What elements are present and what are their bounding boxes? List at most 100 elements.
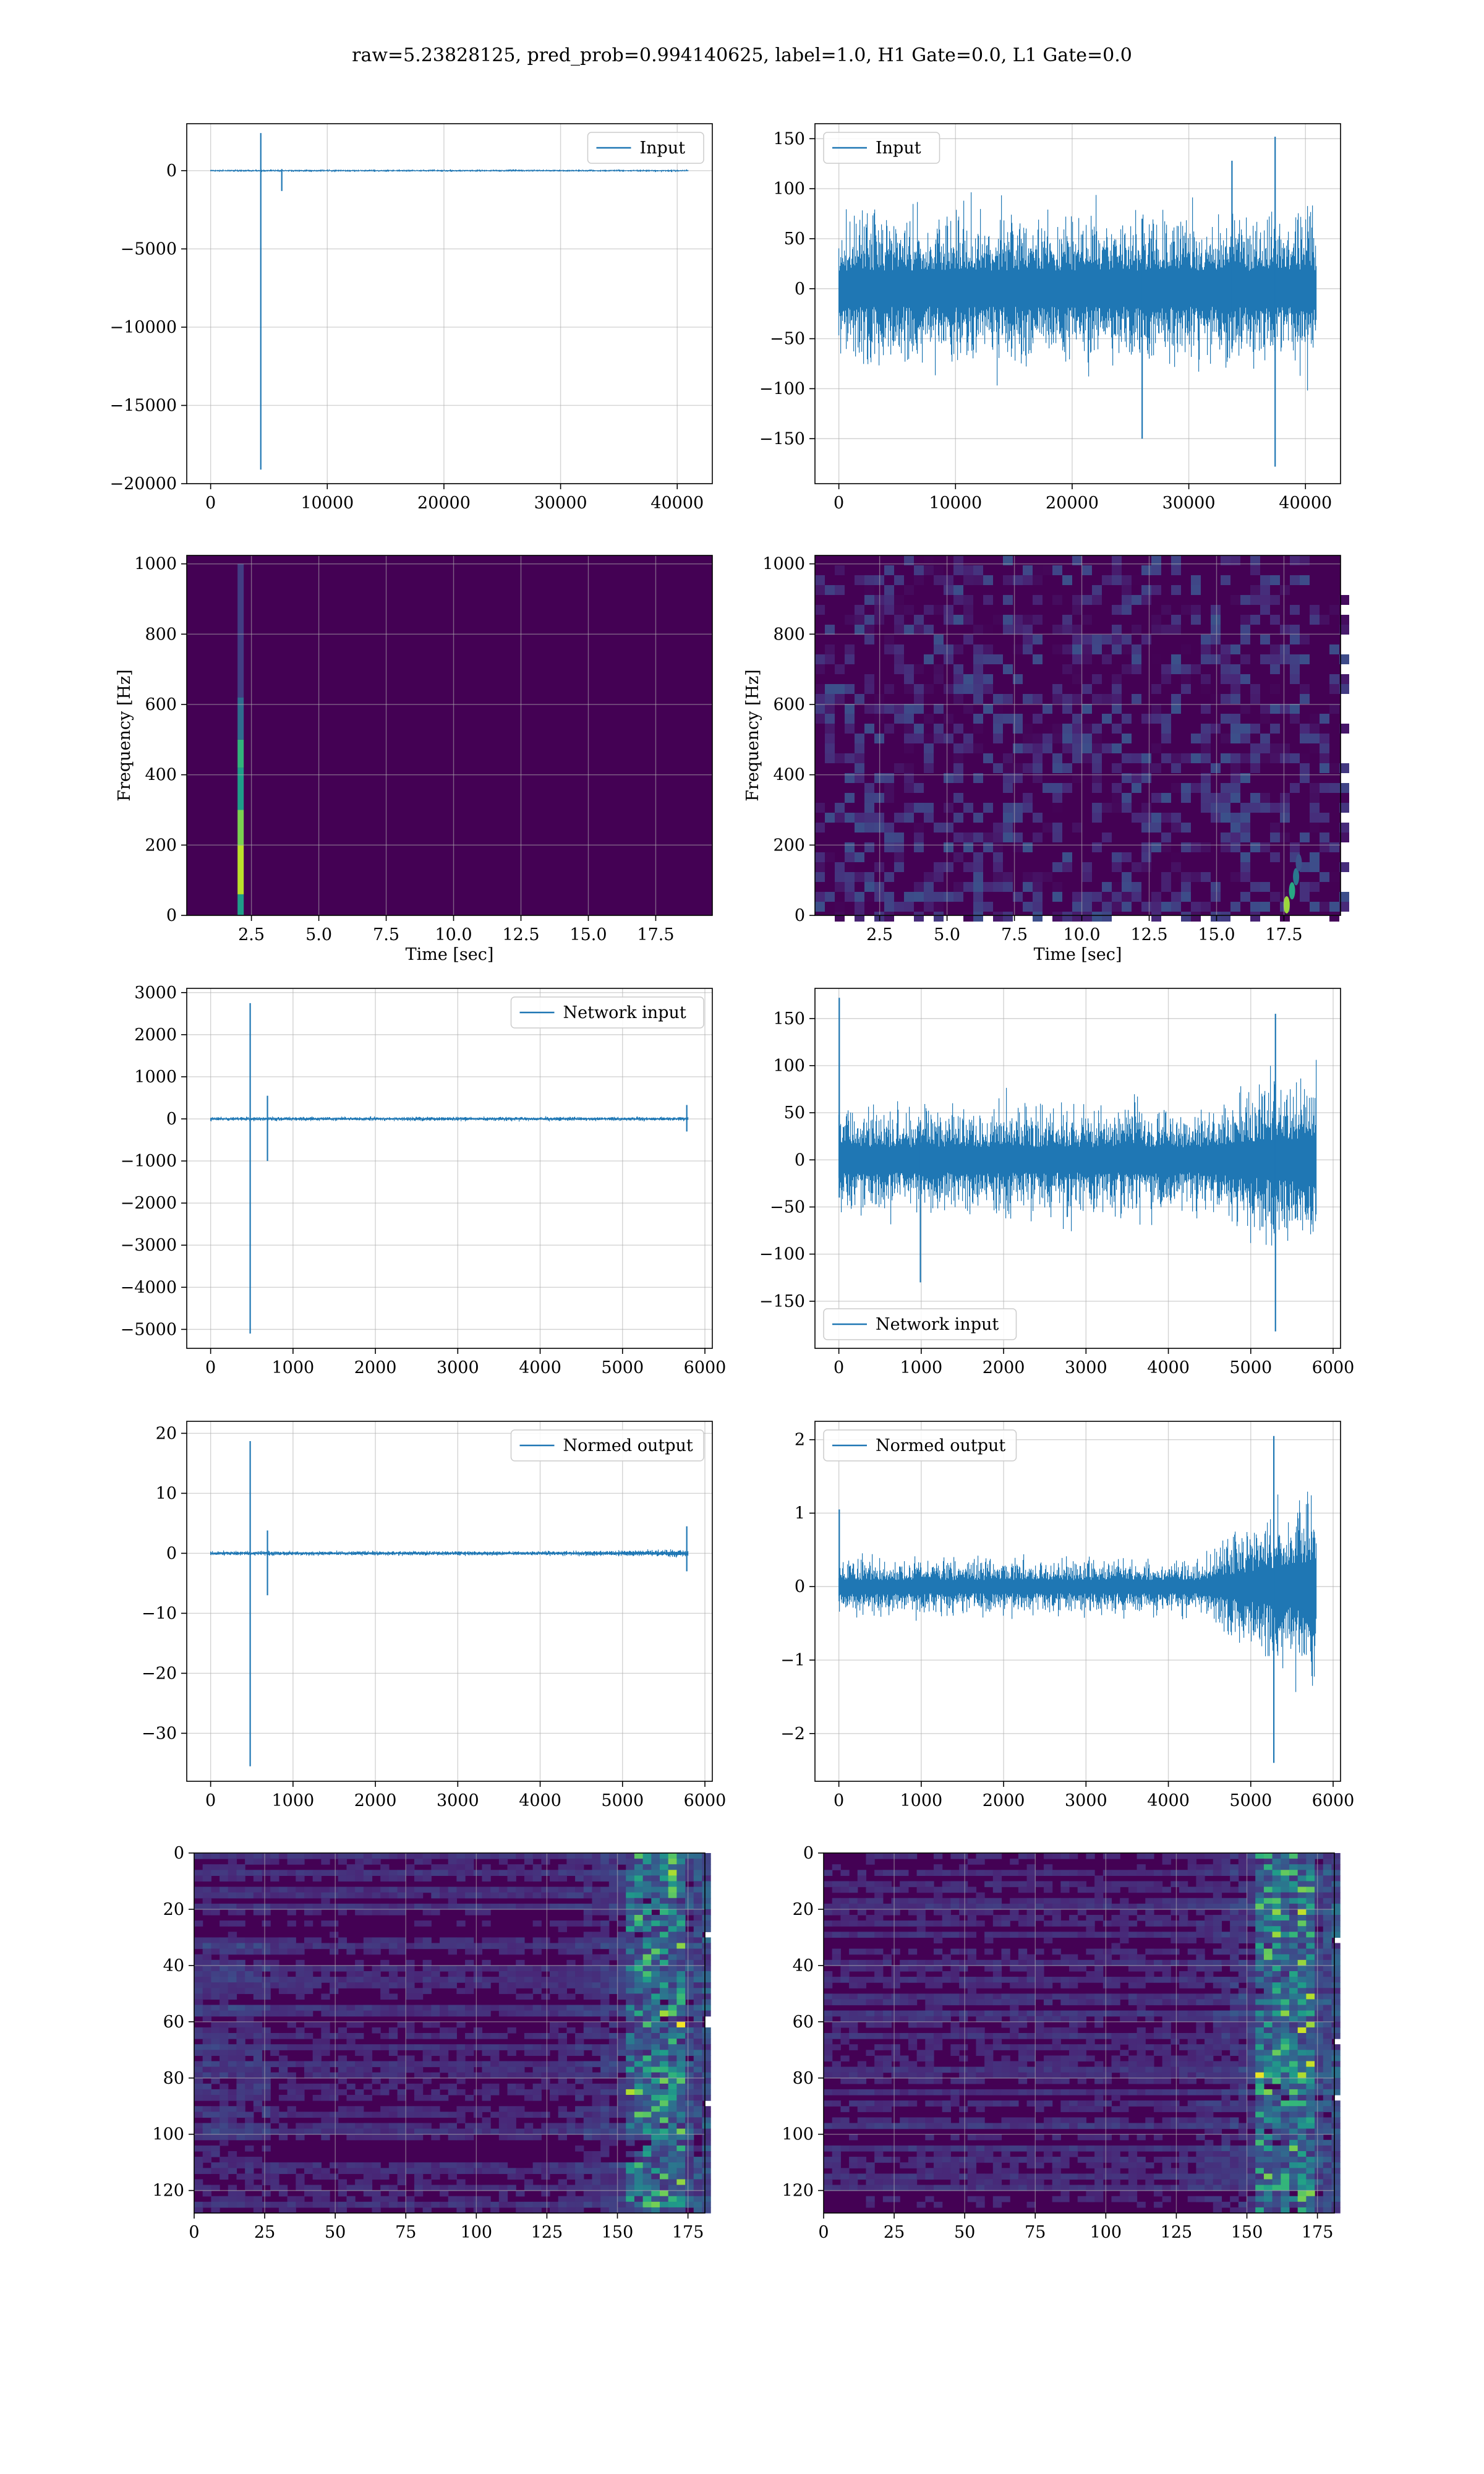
spectrogram-cell bbox=[1250, 724, 1260, 734]
heatmap-cell bbox=[1069, 1999, 1078, 2006]
heatmap-cell bbox=[668, 2066, 677, 2073]
heatmap-cell bbox=[330, 2207, 339, 2214]
heatmap-cell bbox=[626, 1999, 635, 2006]
heatmap-cell bbox=[211, 2044, 220, 2050]
heatmap-cell bbox=[346, 2112, 356, 2118]
spectrogram-cell bbox=[1161, 605, 1171, 615]
heatmap-cell bbox=[321, 1892, 330, 1899]
heatmap-cell bbox=[558, 1920, 567, 1927]
heatmap-cell bbox=[338, 2055, 348, 2062]
heatmap-cell bbox=[668, 2179, 677, 2186]
heatmap-cell bbox=[676, 2078, 686, 2084]
heatmap-cell bbox=[338, 2005, 348, 2011]
heatmap-cell bbox=[278, 2201, 288, 2208]
heatmap-cell bbox=[1331, 1864, 1341, 1870]
heatmap-cell bbox=[1035, 1932, 1044, 1938]
heatmap-cell bbox=[304, 1909, 313, 1915]
heatmap-cell bbox=[1001, 1954, 1010, 1961]
heatmap-cell bbox=[1255, 1898, 1264, 1904]
heatmap-cell bbox=[668, 1993, 677, 2000]
heatmap-cell bbox=[617, 2100, 626, 2107]
heatmap-cell bbox=[617, 2044, 626, 2050]
spectrogram-cell bbox=[934, 892, 944, 902]
heatmap-cell bbox=[925, 1903, 934, 1910]
spectrogram-cell bbox=[1112, 625, 1122, 635]
heatmap-cell bbox=[693, 2010, 703, 2017]
heatmap-cell bbox=[702, 2033, 711, 2039]
heatmap-cell bbox=[363, 2055, 373, 2062]
heatmap-cell bbox=[431, 2128, 440, 2135]
heatmap-cell bbox=[608, 1948, 618, 1955]
spectrogram-cell bbox=[1052, 734, 1062, 743]
spectrogram-cell bbox=[1211, 605, 1221, 615]
heatmap-cell bbox=[388, 1853, 398, 1859]
heatmap-cell bbox=[575, 2106, 584, 2112]
heatmap-cell bbox=[422, 2123, 432, 2129]
heatmap-cell bbox=[1111, 1943, 1120, 1950]
heatmap-cell bbox=[626, 2185, 635, 2191]
heatmap-cell bbox=[304, 2005, 313, 2011]
spectrogram-cell bbox=[1141, 803, 1151, 813]
heatmap-cell bbox=[1171, 1948, 1180, 1955]
heatmap-cell bbox=[685, 2157, 694, 2163]
heatmap-cell bbox=[600, 2117, 610, 2124]
heatmap-cell bbox=[253, 2044, 263, 2050]
heatmap-cell bbox=[1171, 1977, 1180, 1983]
heatmap-cell bbox=[355, 2168, 364, 2174]
heatmap-cell bbox=[651, 2139, 660, 2146]
spectrogram-cell bbox=[904, 743, 914, 753]
heatmap-cell bbox=[194, 2089, 203, 2095]
spectrogram-cell bbox=[1052, 803, 1062, 813]
heatmap-cell bbox=[942, 1954, 951, 1961]
heatmap-cell bbox=[550, 2033, 559, 2039]
spectrogram-cell bbox=[1270, 753, 1280, 763]
heatmap-cell bbox=[702, 2123, 711, 2129]
heatmap-cell bbox=[278, 2005, 288, 2011]
heatmap-cell bbox=[1306, 1971, 1315, 1977]
heatmap-cell bbox=[1145, 1959, 1154, 1966]
heatmap-cell bbox=[992, 1875, 1002, 1882]
heatmap-cell bbox=[363, 2201, 373, 2208]
heatmap-cell bbox=[355, 2072, 364, 2079]
heatmap-cell bbox=[891, 1853, 900, 1859]
spectrogram-cell bbox=[1221, 714, 1230, 724]
heatmap-cell bbox=[642, 1965, 652, 1972]
heatmap-cell bbox=[498, 1853, 508, 1859]
heatmap-cell bbox=[592, 2021, 601, 2028]
heatmap-cell bbox=[355, 2123, 364, 2129]
heatmap-cell bbox=[617, 1875, 626, 1882]
spectrogram-cell bbox=[1300, 862, 1310, 872]
spectrogram-cell bbox=[1003, 753, 1013, 763]
heatmap-cell bbox=[1052, 1915, 1061, 1921]
heatmap-cell bbox=[228, 1993, 237, 2000]
heatmap-cell bbox=[1255, 1870, 1264, 1876]
heatmap-cell bbox=[330, 2201, 339, 2208]
heatmap-cell bbox=[1315, 1948, 1324, 1955]
heatmap-cell bbox=[338, 2078, 348, 2084]
heatmap-cell bbox=[950, 1999, 960, 2006]
heatmap-cell bbox=[1221, 1993, 1230, 2000]
heatmap-cell bbox=[473, 2089, 483, 2095]
spectrogram-cell bbox=[1112, 555, 1122, 565]
heatmap-cell bbox=[1315, 1920, 1324, 1927]
heatmap-cell bbox=[202, 2027, 211, 2034]
heatmap-cell bbox=[338, 2010, 348, 2017]
heatmap-cell bbox=[1238, 1999, 1248, 2006]
heatmap-cell bbox=[490, 1943, 500, 1950]
heatmap-cell bbox=[1247, 2005, 1256, 2011]
spectrogram-cell bbox=[1092, 783, 1102, 793]
heatmap-cell bbox=[558, 2078, 567, 2084]
heatmap-cell bbox=[626, 2083, 635, 2090]
heatmap-cell bbox=[397, 2128, 406, 2135]
heatmap-cell bbox=[211, 1948, 220, 1955]
heatmap-cell bbox=[278, 2083, 288, 2090]
y-tick-label-2-5: 1000 bbox=[134, 555, 177, 574]
heatmap-cell bbox=[693, 2179, 703, 2186]
glitch-band-2-5 bbox=[237, 697, 244, 740]
heatmap-cell bbox=[1205, 1870, 1214, 1876]
heatmap-cell bbox=[330, 2128, 339, 2135]
heatmap-cell bbox=[1086, 1903, 1095, 1910]
heatmap-cell bbox=[1315, 2005, 1324, 2011]
legend-label-5: Network input bbox=[876, 1315, 999, 1334]
spectrogram-cell bbox=[1230, 872, 1240, 882]
